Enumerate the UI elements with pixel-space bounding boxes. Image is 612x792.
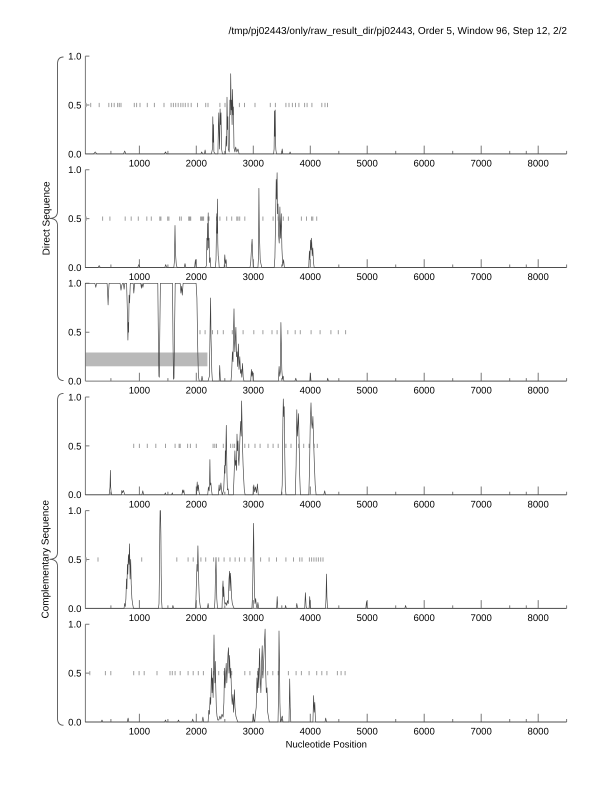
svg-text:1000: 1000: [129, 159, 150, 170]
svg-text:1.0: 1.0: [68, 506, 81, 517]
svg-text:0.0: 0.0: [68, 149, 81, 160]
svg-text:3000: 3000: [243, 499, 264, 510]
svg-text:7000: 7000: [471, 159, 492, 170]
svg-text:/tmp/pj02443/only/raw_result_d: /tmp/pj02443/only/raw_result_dir/pj02443…: [229, 26, 568, 37]
svg-text:5000: 5000: [357, 386, 378, 397]
svg-text:8000: 8000: [528, 727, 549, 738]
svg-text:0.0: 0.0: [68, 263, 81, 274]
svg-text:0.0: 0.0: [68, 377, 81, 388]
svg-text:8000: 8000: [528, 386, 549, 397]
svg-text:1.0: 1.0: [68, 165, 81, 176]
svg-text:4000: 4000: [300, 386, 321, 397]
svg-text:4000: 4000: [300, 272, 321, 283]
svg-text:6000: 6000: [414, 499, 435, 510]
svg-text:3000: 3000: [243, 613, 264, 624]
svg-text:5000: 5000: [357, 613, 378, 624]
svg-text:8000: 8000: [528, 499, 549, 510]
svg-text:1.0: 1.0: [68, 279, 81, 290]
svg-text:0.5: 0.5: [68, 441, 81, 452]
svg-text:1.0: 1.0: [68, 392, 81, 403]
svg-text:5000: 5000: [357, 272, 378, 283]
svg-text:1000: 1000: [129, 727, 150, 738]
svg-text:Nucleotide Position: Nucleotide Position: [286, 740, 367, 751]
svg-text:4000: 4000: [300, 159, 321, 170]
svg-text:7000: 7000: [471, 613, 492, 624]
svg-text:4000: 4000: [300, 613, 321, 624]
svg-text:1000: 1000: [129, 386, 150, 397]
svg-text:7000: 7000: [471, 272, 492, 283]
svg-text:3000: 3000: [243, 159, 264, 170]
svg-text:1.0: 1.0: [68, 52, 81, 63]
svg-text:1000: 1000: [129, 613, 150, 624]
svg-text:1000: 1000: [129, 272, 150, 283]
svg-text:6000: 6000: [414, 727, 435, 738]
svg-text:0.5: 0.5: [68, 555, 81, 566]
svg-text:6000: 6000: [414, 159, 435, 170]
svg-text:0.0: 0.0: [68, 490, 81, 501]
svg-text:2000: 2000: [186, 159, 207, 170]
svg-text:5000: 5000: [357, 727, 378, 738]
svg-text:8000: 8000: [528, 272, 549, 283]
svg-text:2000: 2000: [186, 727, 207, 738]
svg-text:2000: 2000: [186, 272, 207, 283]
svg-text:0.5: 0.5: [68, 100, 81, 111]
svg-text:1000: 1000: [129, 499, 150, 510]
svg-text:2000: 2000: [186, 499, 207, 510]
svg-text:6000: 6000: [414, 613, 435, 624]
svg-text:8000: 8000: [528, 613, 549, 624]
svg-text:2000: 2000: [186, 613, 207, 624]
svg-text:4000: 4000: [300, 727, 321, 738]
svg-text:8000: 8000: [528, 159, 549, 170]
svg-text:6000: 6000: [414, 272, 435, 283]
svg-text:Complementary Sequence: Complementary Sequence: [41, 500, 52, 619]
svg-text:6000: 6000: [414, 386, 435, 397]
svg-text:3000: 3000: [243, 727, 264, 738]
svg-text:7000: 7000: [471, 727, 492, 738]
svg-text:3000: 3000: [243, 386, 264, 397]
svg-text:0.5: 0.5: [68, 328, 81, 339]
svg-text:0.0: 0.0: [68, 717, 81, 728]
svg-text:5000: 5000: [357, 499, 378, 510]
svg-text:0.5: 0.5: [68, 214, 81, 225]
svg-text:0.5: 0.5: [68, 669, 81, 680]
svg-text:2000: 2000: [186, 386, 207, 397]
svg-text:3000: 3000: [243, 272, 264, 283]
svg-text:7000: 7000: [471, 386, 492, 397]
svg-text:Direct Sequence: Direct Sequence: [42, 181, 53, 255]
svg-text:0.0: 0.0: [68, 604, 81, 615]
svg-text:7000: 7000: [471, 499, 492, 510]
svg-text:4000: 4000: [300, 499, 321, 510]
svg-text:5000: 5000: [357, 159, 378, 170]
svg-text:1.0: 1.0: [68, 620, 81, 631]
